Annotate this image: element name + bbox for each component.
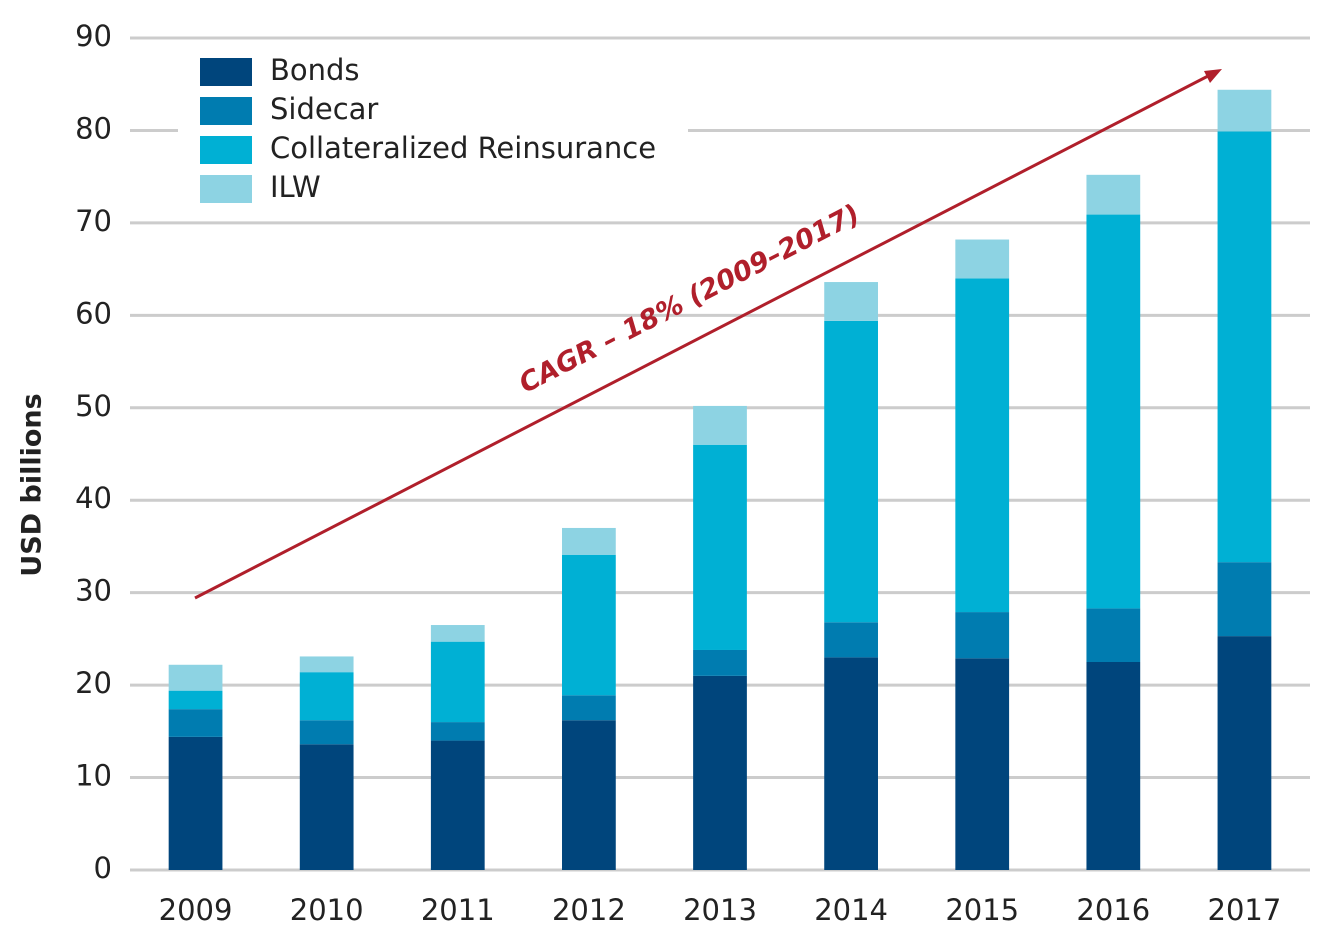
bar-segment: [299, 720, 354, 745]
y-tick-label: 40: [75, 481, 112, 515]
bar-segment: [1217, 131, 1272, 563]
bar-segment: [693, 405, 747, 445]
bar-segment: [1086, 214, 1141, 609]
legend-box: [178, 52, 688, 212]
y-tick-label: 80: [75, 111, 112, 145]
legend-swatch: [200, 136, 252, 164]
legend-label: Collateralized Reinsurance: [270, 131, 656, 165]
bar-segment: [562, 695, 616, 721]
bar-segment: [824, 282, 878, 321]
y-tick-label: 50: [75, 389, 112, 423]
bar-segment: [430, 722, 485, 741]
bar-segment: [562, 720, 616, 870]
legend-swatch: [200, 58, 252, 86]
annotation: CAGR – 18% (2009–2017): [514, 199, 865, 400]
x-tick-label: 2013: [683, 893, 757, 927]
x-tick-label: 2011: [421, 893, 495, 927]
bar-segment: [824, 622, 878, 658]
y-axis-label: USD billions: [17, 393, 48, 576]
bar-segment: [955, 278, 1010, 613]
bar-segment: [693, 649, 747, 676]
x-tick-label: 2016: [1076, 893, 1150, 927]
x-tick-label: 2017: [1208, 893, 1282, 927]
bar-segment: [430, 740, 485, 870]
legend-swatch: [200, 97, 252, 125]
bar-segment: [955, 239, 1010, 279]
bar-segment: [1217, 89, 1272, 132]
legend-label: Sidecar: [270, 92, 378, 126]
bar-segment: [693, 675, 747, 870]
y-tick-label: 10: [75, 759, 112, 793]
bar-segment: [562, 554, 616, 696]
x-tick-label: 2014: [814, 893, 888, 927]
arrow-head: [1204, 69, 1222, 83]
bar-segment: [562, 527, 616, 555]
y-tick-label: 30: [75, 574, 112, 608]
bar-segment: [824, 320, 878, 623]
y-tick-label: 90: [75, 19, 112, 53]
bar-segment: [299, 656, 354, 673]
bar-segment: [824, 657, 878, 870]
bar-segment: [693, 444, 747, 650]
bar-segment: [168, 664, 223, 691]
y-tick-label: 70: [75, 204, 112, 238]
legend-swatch: [200, 175, 252, 203]
bars: 2009 2010 2011 2012 2013 2014 2015 2016 2017: [159, 89, 1282, 927]
x-tick-label: 2009: [159, 893, 233, 927]
bar-segment: [955, 612, 1010, 659]
y-tick-label: 60: [75, 296, 112, 330]
bar-segment: [1086, 174, 1141, 215]
y-tick-label: 20: [75, 666, 112, 700]
legend-label: Bonds: [270, 53, 360, 87]
bar-segment: [955, 658, 1010, 870]
bar-segment: [168, 736, 223, 870]
x-tick-label: 2012: [552, 893, 626, 927]
bar-segment: [430, 641, 485, 723]
legend-label: ILW: [270, 170, 321, 204]
bar-segment: [430, 625, 485, 642]
bar-segment: [1217, 636, 1272, 870]
bar-segment: [168, 709, 223, 737]
bar-segment: [299, 672, 354, 721]
trend-arrow: [194, 73, 1211, 600]
bar-segment: [1086, 608, 1141, 662]
bar-segment: [1086, 662, 1141, 870]
legend: Bonds Sidecar Collateralized Reinsurance IL…: [200, 53, 656, 204]
x-tick-label: 2015: [945, 893, 1019, 927]
bar-segment: [1217, 562, 1272, 637]
x-tick-label: 2010: [290, 893, 364, 927]
bar-segment: [299, 744, 354, 870]
bar-segment: [168, 690, 223, 710]
y-tick-label: 0: [94, 851, 112, 885]
